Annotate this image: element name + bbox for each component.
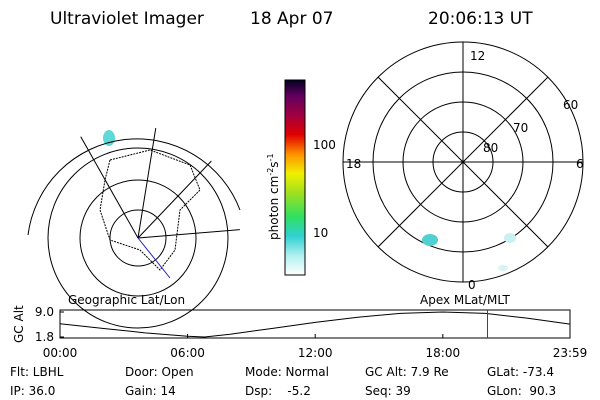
colorbar-label: photon cm-2s-1 bbox=[266, 153, 281, 240]
colorbar-label-part: -1 bbox=[266, 153, 275, 161]
footer: Flt: LBHL Door: Open Mode: Normal GC Alt: 7… bbox=[10, 365, 556, 398]
x-tick-label: 06:00 bbox=[170, 346, 205, 360]
footer-field: Mode: Normal bbox=[245, 365, 329, 379]
footer-field: GC Alt: 7.9 Re bbox=[365, 365, 449, 379]
mlt-label: 18 bbox=[346, 157, 361, 171]
x-tick-label: 18:00 bbox=[426, 346, 461, 360]
colorbar-label-part: photon cm bbox=[267, 176, 281, 240]
colorbar-tick: 10 bbox=[313, 226, 328, 240]
lat-label: 60 bbox=[563, 98, 578, 112]
y-tick-label: 9.0 bbox=[35, 305, 54, 319]
footer-field: Gain: 14 bbox=[125, 384, 176, 398]
lat-label: 80 bbox=[483, 141, 498, 155]
polar-map: 12 18 6 0 60 70 80 bbox=[342, 41, 584, 292]
mlt-label: 6 bbox=[576, 157, 584, 171]
footer-field: GLon: 90.3 bbox=[487, 384, 556, 398]
y-axis-label: GC Alt bbox=[12, 305, 26, 343]
colorbar-label-part: s bbox=[267, 161, 281, 167]
x-tick-label: 00:00 bbox=[43, 346, 78, 360]
footer-field: Dsp: -5.2 bbox=[245, 384, 311, 398]
panel-title: Apex MLat/MLT bbox=[420, 293, 510, 307]
colorbar-label-part: -2 bbox=[266, 168, 275, 176]
footer-field: Flt: LBHL bbox=[10, 365, 64, 379]
instrument: Ultraviolet Imager bbox=[50, 9, 204, 29]
footer-field: GLat: -73.4 bbox=[487, 365, 554, 379]
lat-label: 70 bbox=[513, 121, 528, 135]
mlt-label: 12 bbox=[470, 49, 485, 63]
x-tick-label: 12:00 bbox=[298, 346, 333, 360]
colorbar-tick: 100 bbox=[313, 138, 336, 152]
footer-field: Seq: 39 bbox=[365, 384, 411, 398]
panel-title: Geographic Lat/Lon bbox=[68, 293, 185, 307]
date: 18 Apr 07 bbox=[250, 9, 333, 29]
colorbar bbox=[284, 79, 306, 276]
footer-field: IP: 36.0 bbox=[10, 384, 55, 398]
x-tick-label: 23:59 bbox=[553, 346, 588, 360]
time: 20:06:13 UT bbox=[428, 9, 533, 29]
altitude-line bbox=[59, 311, 571, 338]
mlt-label: 0 bbox=[468, 278, 476, 292]
footer-field: Door: Open bbox=[125, 365, 194, 379]
y-tick-label: 1.8 bbox=[35, 330, 54, 344]
